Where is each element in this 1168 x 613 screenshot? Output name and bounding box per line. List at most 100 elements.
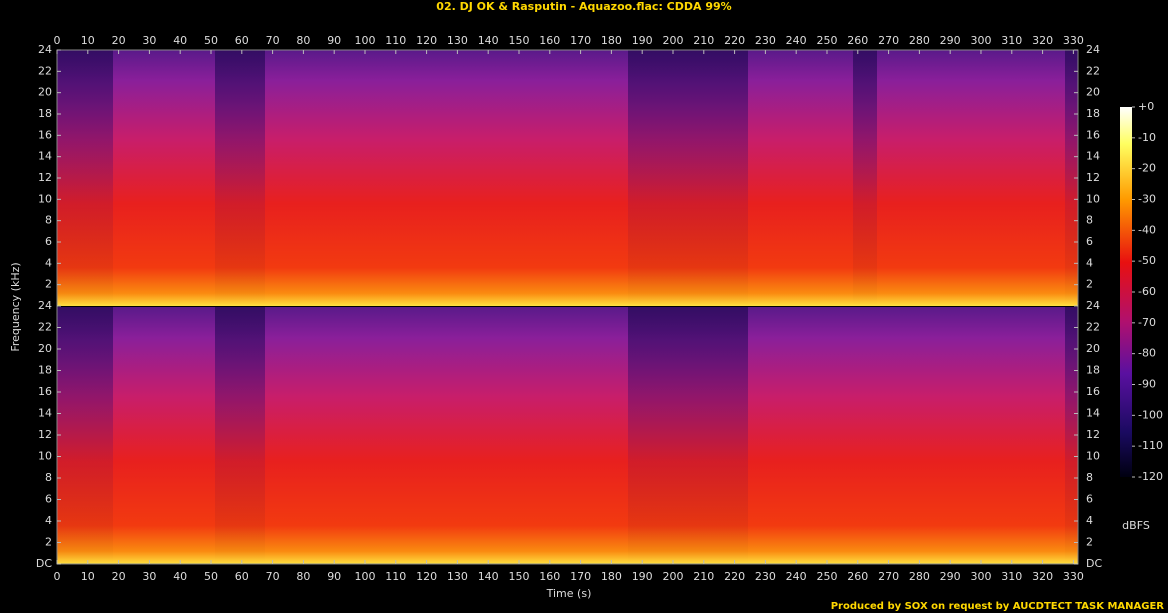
x-tick-label: 30 — [142, 34, 156, 47]
y-tick-label: 24 — [1086, 43, 1100, 56]
chart-title: 02. DJ OK & Rasputin - Aquazoo.flac: CDD… — [436, 0, 731, 13]
y-tick-label: 14 — [1086, 407, 1100, 420]
colorbar-tick-label: -20 — [1138, 162, 1156, 175]
x-tick-label: 270 — [878, 570, 899, 583]
y-tick-label: 22 — [1086, 321, 1100, 334]
x-tick-label: 200 — [662, 34, 683, 47]
channel-2-image — [57, 307, 1078, 564]
x-tick-label: 0 — [54, 570, 61, 583]
x-tick-label: 230 — [755, 34, 776, 47]
x-tick-label: 220 — [724, 34, 745, 47]
x-tick-label: 310 — [1001, 34, 1022, 47]
y-tick-label: 18 — [38, 107, 52, 120]
x-tick-label: 140 — [478, 34, 499, 47]
x-tick-label: 260 — [847, 570, 868, 583]
x-tick-label: 280 — [909, 34, 930, 47]
x-tick-label: 160 — [539, 570, 560, 583]
colorbar-tick-label: -40 — [1138, 223, 1156, 236]
colorbar — [1120, 107, 1132, 477]
x-tick-label: 330 — [1063, 34, 1084, 47]
colorbar-tick-label: -60 — [1138, 285, 1156, 298]
x-tick-label: 100 — [354, 34, 375, 47]
x-tick-label: 150 — [508, 570, 529, 583]
y-tick-label: 18 — [1086, 107, 1100, 120]
y-tick-label: 18 — [38, 364, 52, 377]
colorbar-tick-label: -100 — [1138, 408, 1163, 421]
x-tick-label: 210 — [693, 570, 714, 583]
y-tick-label: 24 — [38, 299, 52, 312]
y-tick-label: 8 — [1086, 214, 1093, 227]
x-tick-label: 320 — [1032, 34, 1053, 47]
spectrogram — [56, 49, 1079, 565]
x-tick-label: 320 — [1032, 570, 1053, 583]
colorbar-tick-label: -70 — [1138, 316, 1156, 329]
x-tick-label: 0 — [54, 34, 61, 47]
y-tick-label: 8 — [1086, 471, 1093, 484]
y-tick-label: 22 — [1086, 64, 1100, 77]
y-tick-label: 6 — [45, 235, 52, 248]
quiet-region — [215, 307, 265, 564]
y-tick-label: 24 — [1086, 299, 1100, 312]
y-tick-label: 24 — [38, 43, 52, 56]
y-tick-label: 20 — [38, 86, 52, 99]
y-tick-label: 2 — [45, 278, 52, 291]
x-tick-label: 40 — [173, 570, 187, 583]
y-tick-label: 8 — [45, 214, 52, 227]
y-tick-label: 4 — [45, 256, 52, 269]
y-tick-label: 14 — [38, 150, 52, 163]
x-tick-label: 290 — [940, 34, 961, 47]
y-tick-label: 4 — [45, 514, 52, 527]
x-tick-label: 270 — [878, 34, 899, 47]
x-tick-label: 40 — [173, 34, 187, 47]
x-tick-label: 10 — [81, 34, 95, 47]
x-tick-label: 200 — [662, 570, 683, 583]
x-tick-label: 60 — [235, 570, 249, 583]
colorbar-label: dBFS — [1122, 519, 1150, 532]
y-tick-label: 14 — [38, 407, 52, 420]
quiet-region — [215, 50, 265, 306]
colorbar-tick-label: -80 — [1138, 347, 1156, 360]
x-tick-label: 210 — [693, 34, 714, 47]
y-tick-label: 10 — [38, 450, 52, 463]
quiet-region — [57, 50, 113, 306]
x-tick-label: 330 — [1063, 570, 1084, 583]
y-tick-label: 10 — [38, 192, 52, 205]
y-tick-label: 2 — [1086, 536, 1093, 549]
y-tick-label: 10 — [1086, 192, 1100, 205]
colorbar-tick-label: -10 — [1138, 131, 1156, 144]
x-tick-label: 220 — [724, 570, 745, 583]
x-tick-label: 160 — [539, 34, 560, 47]
x-tick-label: 80 — [296, 34, 310, 47]
y-tick-label: 16 — [38, 385, 52, 398]
colorbar-tick-label: -50 — [1138, 254, 1156, 267]
x-tick-label: 120 — [416, 34, 437, 47]
x-tick-label: 50 — [204, 34, 218, 47]
y-tick-label: 10 — [1086, 450, 1100, 463]
x-tick-label: 130 — [447, 34, 468, 47]
x-tick-label: 90 — [327, 34, 341, 47]
y-axis-label: Frequency (kHz) — [9, 262, 22, 351]
y-tick-label: 6 — [1086, 235, 1093, 248]
colorbar-tick-label: -120 — [1138, 470, 1163, 483]
x-tick-label: 10 — [81, 570, 95, 583]
y-tick-label: 20 — [38, 342, 52, 355]
colorbar-tick-label: -30 — [1138, 193, 1156, 206]
y-tick-label: 16 — [1086, 385, 1100, 398]
quiet-region — [628, 50, 748, 306]
x-tick-label: 300 — [970, 34, 991, 47]
x-tick-label: 240 — [786, 570, 807, 583]
x-tick-label: 50 — [204, 570, 218, 583]
y-tick-label: DC — [1086, 557, 1102, 570]
x-tick-label: 290 — [940, 570, 961, 583]
x-tick-label: 110 — [385, 34, 406, 47]
x-tick-label: 170 — [570, 570, 591, 583]
x-tick-label: 110 — [385, 570, 406, 583]
x-tick-label: 100 — [354, 570, 375, 583]
x-tick-label: 240 — [786, 34, 807, 47]
x-tick-label: 190 — [632, 570, 653, 583]
y-tick-label: 22 — [38, 321, 52, 334]
colorbar-tick-label: +0 — [1138, 100, 1154, 113]
y-tick-label: 20 — [1086, 342, 1100, 355]
colorbar-tick-label: -110 — [1138, 439, 1163, 452]
